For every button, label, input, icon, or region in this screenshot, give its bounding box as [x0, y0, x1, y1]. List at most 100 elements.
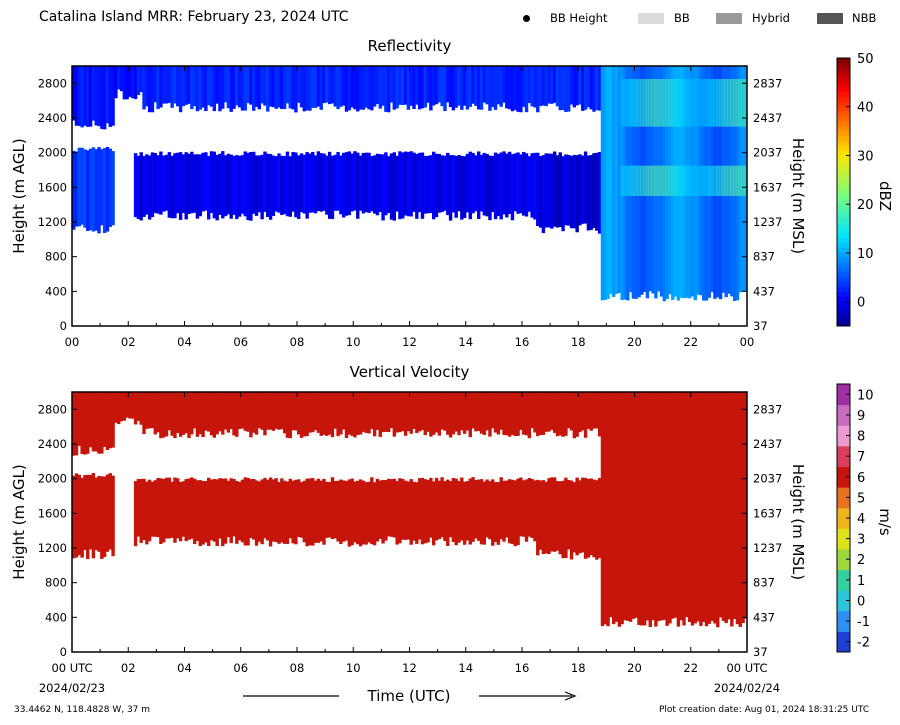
echo-column: [513, 392, 517, 437]
echo-cell: [710, 165, 714, 196]
echo-column: [237, 392, 242, 430]
echo-column: [342, 480, 346, 542]
echo-column: [344, 152, 349, 216]
echo-column: [673, 392, 678, 618]
echo-column: [488, 481, 492, 540]
echo-column: [564, 66, 568, 112]
echo-column: [181, 154, 186, 213]
echo-column: [302, 154, 307, 214]
colorbar-segment: [837, 404, 850, 426]
echo-column: [178, 392, 183, 437]
echo-column: [668, 392, 672, 624]
echo-column: [510, 66, 515, 112]
echo-column: [693, 392, 697, 624]
echo-column: [325, 66, 329, 103]
x-tick-label: 20: [627, 661, 642, 675]
echo-column: [159, 66, 163, 108]
echo-column: [738, 392, 742, 627]
echo-column: [432, 481, 436, 546]
echo-column: [437, 480, 442, 540]
echo-column: [552, 66, 557, 103]
echo-column: [575, 155, 579, 233]
echo-column: [83, 475, 87, 550]
echo-column: [606, 392, 610, 627]
echo-column: [437, 66, 442, 103]
echo-column: [142, 478, 146, 541]
echo-column: [288, 66, 292, 109]
echo-cell: [718, 79, 723, 127]
echo-column: [252, 392, 256, 433]
echo-column: [440, 392, 444, 430]
echo-column: [443, 481, 447, 542]
x-tick-label: 04: [177, 335, 192, 349]
echo-cell: [668, 79, 672, 127]
echo-column: [243, 477, 247, 546]
echo-column: [198, 66, 202, 110]
echo-column: [493, 152, 498, 220]
echo-column: [513, 66, 517, 111]
echo-cell: [687, 165, 692, 196]
x-tick-label: 06: [233, 661, 248, 675]
echo-column: [72, 150, 76, 230]
echo-cell: [642, 79, 647, 127]
echo-column: [575, 66, 579, 106]
echo-column: [513, 480, 517, 547]
echo-column: [235, 66, 239, 106]
echo-column: [316, 151, 321, 212]
echo-cell: [704, 165, 709, 196]
echo-column: [322, 478, 326, 545]
echo-column: [131, 392, 135, 419]
echo-column: [426, 66, 430, 103]
colorbar-segment: [837, 204, 850, 210]
echo-column: [308, 392, 312, 433]
echo-column: [530, 392, 534, 429]
echo-column: [429, 155, 433, 214]
echo-column: [370, 392, 374, 430]
echo-column: [544, 66, 548, 107]
echo-column: [597, 478, 602, 559]
echo-column: [240, 155, 245, 214]
echo-column: [263, 477, 267, 539]
echo-column: [313, 155, 318, 214]
echo-column: [330, 477, 335, 540]
echo-column: [415, 153, 419, 219]
echo-column: [330, 392, 335, 438]
echo-column: [277, 66, 281, 108]
y2-tick-label: 2837: [753, 76, 782, 90]
y2-tick-label: 2437: [753, 111, 782, 125]
echo-column: [581, 392, 585, 431]
echo-column: [111, 66, 115, 126]
echo-column: [527, 156, 532, 212]
echo-column: [417, 478, 422, 540]
echo-column: [687, 392, 692, 623]
echo-column: [713, 392, 717, 624]
echo-column: [164, 66, 169, 104]
echo-column: [156, 478, 160, 538]
echo-column: [167, 66, 172, 103]
echo-column: [597, 392, 602, 437]
echo-column: [479, 392, 484, 434]
echo-column: [119, 66, 124, 92]
echo-column: [128, 66, 132, 97]
echo-column: [721, 392, 726, 621]
echo-column: [344, 66, 349, 112]
echo-column: [502, 392, 506, 435]
echo-column: [420, 392, 425, 431]
echo-column: [153, 480, 157, 537]
echo-column: [496, 66, 501, 105]
colorbar-tick-label: 0: [857, 594, 865, 609]
echo-column: [133, 481, 138, 547]
echo-column: [434, 477, 439, 541]
echo-column: [150, 152, 155, 218]
echo-column: [356, 392, 360, 435]
x-tick-label: 00 UTC: [51, 661, 92, 675]
echo-column: [412, 152, 416, 212]
echo-column: [294, 152, 298, 218]
echo-column: [282, 480, 287, 544]
echo-column: [119, 392, 124, 422]
echo-column: [690, 392, 695, 626]
echo-column: [291, 480, 295, 544]
echo-column: [192, 66, 197, 107]
echo-column: [133, 66, 138, 100]
echo-column: [485, 153, 489, 217]
